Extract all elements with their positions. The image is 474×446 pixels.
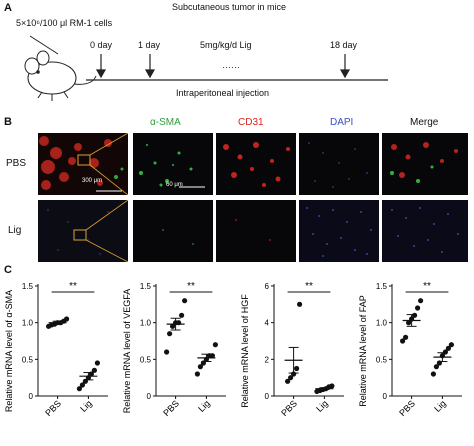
- channel-label-cd31: CD31: [238, 117, 264, 128]
- y-tick-label: 0: [265, 392, 270, 401]
- data-point: [167, 331, 173, 337]
- x-tick-label: Lig: [432, 398, 448, 414]
- y-tick-label: 0: [147, 392, 152, 401]
- scatter-plot-fap: Relative mRNA level of FAP 0 0.5 1.0 1.5 PBS L…: [358, 281, 462, 418]
- data-point: [418, 298, 424, 304]
- image-lig-cd31: [216, 200, 296, 262]
- day1-label: 1 day: [138, 40, 161, 50]
- y-axis-label: Relative mRNA level of HGF: [240, 294, 250, 408]
- panel-label-a: A: [4, 2, 12, 14]
- significance-label: **: [305, 281, 313, 292]
- data-point: [297, 301, 303, 307]
- y-tick-label: 0: [29, 392, 34, 401]
- data-point: [433, 364, 439, 370]
- data-point: [179, 312, 185, 318]
- row-label-pbs: PBS: [6, 158, 27, 169]
- data-point: [285, 378, 291, 384]
- data-point: [76, 386, 82, 392]
- data-point: [91, 367, 97, 373]
- zoom-box: [73, 229, 87, 241]
- data-point: [194, 371, 200, 377]
- data-point: [442, 349, 448, 355]
- injection-arrow: [29, 35, 59, 55]
- x-tick-label: PBS: [397, 398, 417, 418]
- x-tick-label: PBS: [43, 398, 63, 418]
- channel-label-asma: α-SMA: [150, 117, 181, 128]
- x-tick-label: PBS: [161, 398, 181, 418]
- data-point: [94, 360, 100, 366]
- route-label: Intraperitoneal injection: [176, 88, 270, 98]
- data-point: [212, 342, 218, 348]
- channel-label-merge: Merge: [410, 117, 439, 128]
- mouse-icon: [24, 50, 97, 101]
- y-axis-label: Relative mRNA level of α-SMA: [4, 290, 14, 412]
- significance-label: **: [69, 281, 77, 292]
- y-tick-label: 1.5: [140, 282, 152, 291]
- day18-label: 18 day: [330, 40, 358, 50]
- y-tick-label: 0.5: [376, 355, 388, 364]
- row-label-lig: Lig: [8, 225, 22, 236]
- day0-label: 0 day: [90, 40, 113, 50]
- dose-label: 5mg/kg/d Lig: [200, 40, 252, 50]
- channel-label-dapi: DAPI: [330, 117, 354, 128]
- y-tick-label: 4: [265, 319, 270, 328]
- image-pbs-dapi: [299, 133, 379, 195]
- data-point: [412, 312, 418, 318]
- image-lig-asma: [133, 200, 213, 262]
- experiment-title: Subcutaneous tumor in mice: [172, 2, 287, 12]
- y-tick-label: 1.0: [140, 319, 152, 328]
- image-pbs-overview: [38, 133, 128, 195]
- image-pbs-merge: [382, 133, 468, 195]
- x-tick-label: Lig: [196, 398, 212, 414]
- y-tick-label: 1.0: [22, 319, 34, 328]
- significance-label: **: [187, 281, 195, 292]
- data-point: [403, 334, 409, 340]
- image-lig-dapi: [299, 200, 379, 262]
- image-pbs-asma: [133, 133, 213, 195]
- scatter-plot-hgf: Relative mRNA level of HGF 0 2 4 6 PBS Lig **: [240, 281, 344, 418]
- y-tick-label: 0.5: [140, 355, 152, 364]
- significance-label: **: [423, 281, 431, 292]
- y-tick-label: 2: [265, 355, 270, 364]
- data-point: [288, 375, 294, 381]
- scale-bar-label-300: 300 μm: [82, 178, 103, 184]
- data-point: [197, 364, 203, 370]
- ellipsis-label: ……: [222, 60, 240, 70]
- data-point: [415, 305, 421, 311]
- panel-label-c: C: [4, 264, 12, 276]
- y-tick-label: 1.5: [376, 282, 388, 291]
- y-tick-label: 0: [383, 392, 388, 401]
- y-tick-label: 1.0: [376, 319, 388, 328]
- image-lig-merge: [382, 200, 468, 262]
- data-point: [170, 323, 176, 329]
- data-point: [164, 349, 170, 355]
- scatter-plot-asma: Relative mRNA level of α-SMA 0 0.5 1.0 1.5 PB…: [4, 281, 108, 418]
- zoom-box: [77, 154, 91, 166]
- y-tick-label: 0.5: [22, 355, 34, 364]
- y-tick-label: 1.5: [22, 282, 34, 291]
- panel-label-b: B: [4, 116, 12, 128]
- data-point: [445, 345, 451, 351]
- data-point: [406, 320, 412, 326]
- scale-bar-label-60: 60 μm: [166, 182, 183, 188]
- timeline-diagram: [24, 35, 388, 101]
- scatter-plot-vegfa: Relative mRNA level of VEGFA 0 0.5 1.0 1.5 PB…: [122, 281, 226, 418]
- x-tick-label: PBS: [279, 398, 299, 418]
- data-point: [182, 298, 188, 304]
- image-pbs-cd31: [216, 133, 296, 195]
- data-point: [79, 382, 85, 388]
- data-point: [430, 371, 436, 377]
- y-axis-label: Relative mRNA level of VEGFA: [122, 289, 132, 414]
- data-point: [448, 342, 454, 348]
- y-tick-label: 6: [265, 282, 270, 291]
- x-tick-label: Lig: [314, 398, 330, 414]
- data-point: [329, 383, 335, 389]
- x-tick-label: Lig: [78, 398, 94, 414]
- cell-injection-label: 5×10⁶/100 μl RM-1 cells: [16, 18, 113, 28]
- image-lig-overview: [38, 200, 128, 262]
- y-axis-label: Relative mRNA level of FAP: [358, 295, 368, 407]
- data-point: [64, 316, 70, 322]
- data-point: [400, 338, 406, 344]
- data-point: [294, 365, 300, 372]
